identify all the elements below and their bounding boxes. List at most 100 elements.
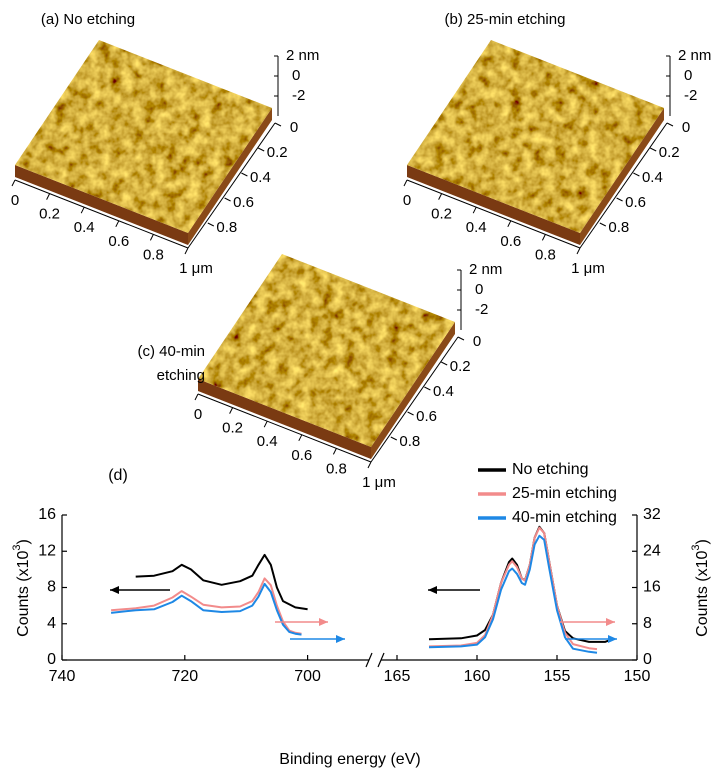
afm-tick (440, 361, 448, 366)
afm-tick (616, 197, 623, 202)
y2-tick-label: 24 (643, 542, 661, 559)
y2-label-sup: 3 (690, 544, 702, 550)
x-tick-label: 150 (624, 668, 651, 685)
afm-panel-label: (a) No etching (41, 11, 135, 28)
x-tick-label: 700 (294, 668, 321, 685)
y-label-text: Counts (x10 (15, 550, 32, 636)
afm-tick (184, 247, 189, 255)
afm-y-tick-label: 0.8 (608, 219, 629, 236)
afm-side (188, 108, 272, 245)
y-tick-label: 4 (47, 615, 56, 632)
x-tick-label: 720 (171, 668, 198, 685)
afm-tick (403, 179, 408, 187)
afm-z-tick-label: 2 nm (469, 261, 502, 278)
afm-tick (507, 220, 512, 228)
afm-tick (46, 193, 51, 200)
afm-x-tick-label: 1 μm (571, 260, 605, 277)
afm-tick (424, 386, 431, 391)
y-tick-label: 12 (38, 542, 56, 559)
x-tick-label: 155 (544, 668, 571, 685)
arrow-head (608, 635, 617, 643)
afm-panel-label: (b) 25-min etching (445, 11, 566, 28)
afm-side (580, 108, 664, 245)
legend-label: 40-min etching (512, 509, 617, 526)
data-line (111, 526, 598, 651)
afm-panel-label: etching (157, 367, 205, 384)
afm-tick (633, 172, 640, 177)
y-tick-label: 0 (47, 651, 56, 668)
afm-x-tick-label: 0.2 (222, 420, 243, 437)
arrow-head (110, 586, 119, 594)
afm-tick (457, 336, 465, 341)
data-line (110, 534, 598, 654)
afm-z-tick-label: -2 (684, 87, 697, 104)
afm-x-tick-label: 0.2 (39, 206, 60, 223)
afm-tick (576, 247, 581, 255)
afm-axis (370, 336, 459, 463)
afm-side (407, 165, 580, 245)
afm-surface (407, 40, 664, 233)
afm-x-tick-label: 0.4 (74, 219, 95, 236)
arrow-head (319, 618, 328, 626)
afm-x-tick-label: 0.4 (466, 219, 487, 236)
afm-y-tick-label: 0.2 (659, 144, 680, 161)
afm-surface (198, 254, 455, 447)
afm-tick (649, 147, 657, 152)
afm-side (198, 379, 371, 459)
afm-z-tick-label: 2 nm (678, 47, 711, 64)
y2-label-end: ) (694, 539, 711, 544)
x-tick-label: 740 (49, 668, 76, 685)
afm-tick (438, 193, 443, 200)
arrow-head (428, 586, 437, 594)
afm-tick (11, 179, 16, 187)
legend-label: No etching (512, 461, 589, 478)
afm-z-tick-label: 2 nm (286, 47, 319, 64)
afm-tick (274, 122, 282, 127)
afm-panel-label: (c) 40-min (137, 343, 205, 360)
afm-tick (207, 222, 215, 227)
afm-tick (257, 147, 265, 152)
afm-y-tick-label: 0.2 (267, 144, 288, 161)
arrow-head (606, 618, 615, 626)
legend-label: 25-min etching (512, 485, 617, 502)
y2-tick-label: 32 (643, 506, 661, 523)
afm-x-tick-label: 0.8 (326, 460, 347, 477)
afm-axis (579, 122, 668, 249)
afm-x-tick-label: 0.6 (291, 447, 312, 464)
afm-tick (472, 206, 477, 214)
afm-x-tick-label: 0.6 (108, 233, 129, 250)
y2-tick-label: 16 (643, 579, 661, 596)
afm-axis (197, 393, 372, 463)
afm-y-tick-label: 0 (682, 119, 690, 136)
afm-x-tick-label: 1 μm (179, 260, 213, 277)
y2-label-text: Counts (x10 (694, 550, 711, 636)
afm-x-tick-label: 0.8 (143, 246, 164, 263)
x-axis-label: Binding energy (eV) (279, 751, 420, 768)
afm-y-tick-label: 0 (290, 119, 298, 136)
afm-z-tick-label: -2 (292, 87, 305, 104)
axis-break (377, 652, 385, 668)
afm-tick (298, 434, 303, 442)
y-label-end: ) (15, 539, 32, 544)
y2-tick-label: 8 (643, 615, 652, 632)
afm-tick (367, 461, 372, 469)
afm-z-tick-label: -2 (475, 301, 488, 318)
x-tick-label: 165 (384, 668, 411, 685)
afm-tick (599, 222, 607, 227)
arrow-head (336, 635, 345, 643)
afm-side (371, 322, 455, 459)
afm-z-tick-label: 0 (684, 67, 692, 84)
afm-tick (241, 172, 248, 177)
afm-axis (14, 179, 189, 249)
afm-tick (407, 411, 414, 416)
afm-y-tick-label: 0.4 (642, 169, 663, 186)
afm-surface (15, 40, 272, 233)
afm-x-tick-label: 0.4 (257, 433, 278, 450)
afm-z-tick-label: 0 (475, 281, 483, 298)
afm-tick (541, 234, 546, 241)
afm-y-tick-label: 0.6 (416, 408, 437, 425)
